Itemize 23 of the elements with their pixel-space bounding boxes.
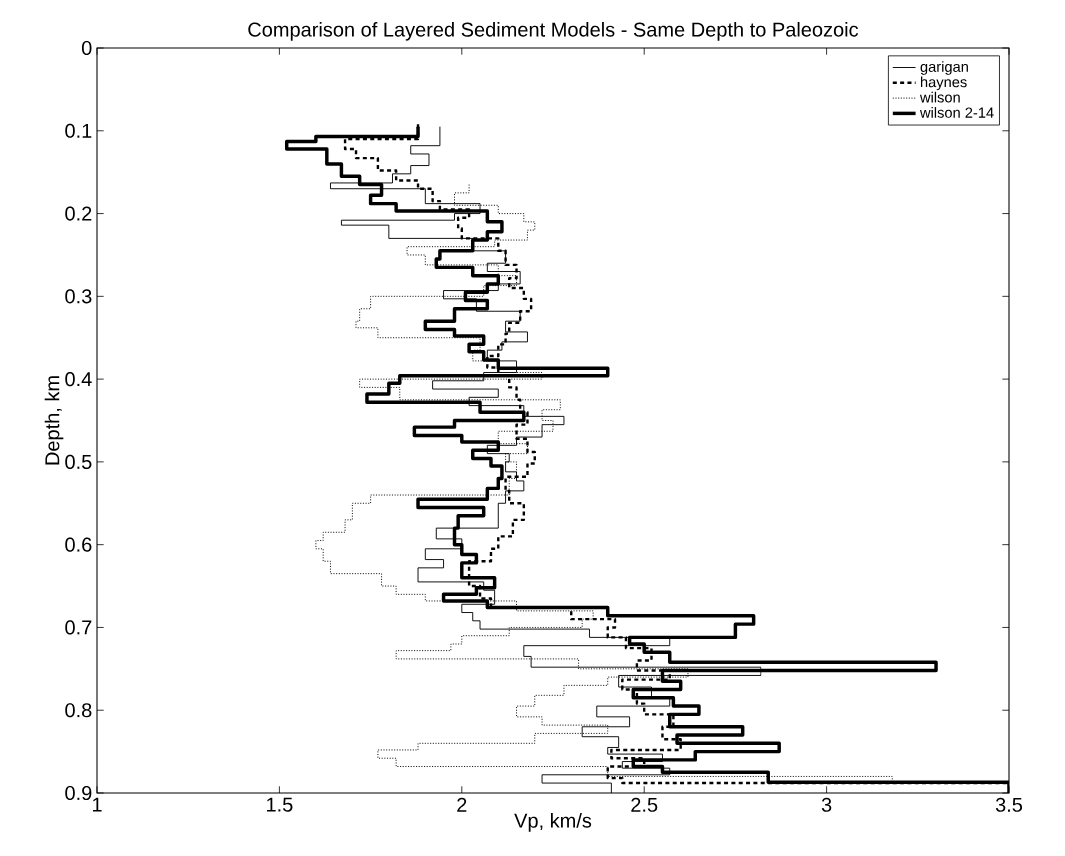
y-axis-title: Depth, km (44, 376, 64, 465)
x-axis-title: Vp, km/s (514, 813, 592, 832)
x-tick-label: 3 (821, 797, 832, 812)
chart-title: Comparison of Layered Sediment Models - Same Depth to Paleozoic (248, 21, 859, 41)
x-tick-label: 1 (92, 797, 102, 812)
legend-label: garigan (920, 61, 968, 75)
y-tick-label: 0.8 (65, 703, 92, 718)
y-tick-label: 0.3 (65, 289, 92, 304)
legend-label: haynes (920, 76, 967, 91)
y-tick-label: 0.4 (65, 372, 92, 387)
legend-label: wilson 2-14 (919, 107, 994, 118)
x-tick-label: 3.5 (995, 797, 1023, 812)
y-tick-label: 0.5 (65, 454, 92, 469)
x-tick-label: 2 (457, 797, 467, 812)
y-tick-label: 0.1 (65, 123, 92, 138)
x-tick-label: 2.5 (631, 797, 658, 812)
legend-label: wilson (919, 91, 960, 103)
y-tick-label: 0.7 (65, 620, 92, 635)
y-tick-label: 0.9 (65, 785, 92, 801)
y-tick-label: 0 (81, 40, 92, 56)
y-tick-label: 0.2 (65, 206, 92, 221)
y-tick-label: 0.6 (65, 537, 92, 552)
x-tick-label: 1.5 (267, 797, 293, 812)
